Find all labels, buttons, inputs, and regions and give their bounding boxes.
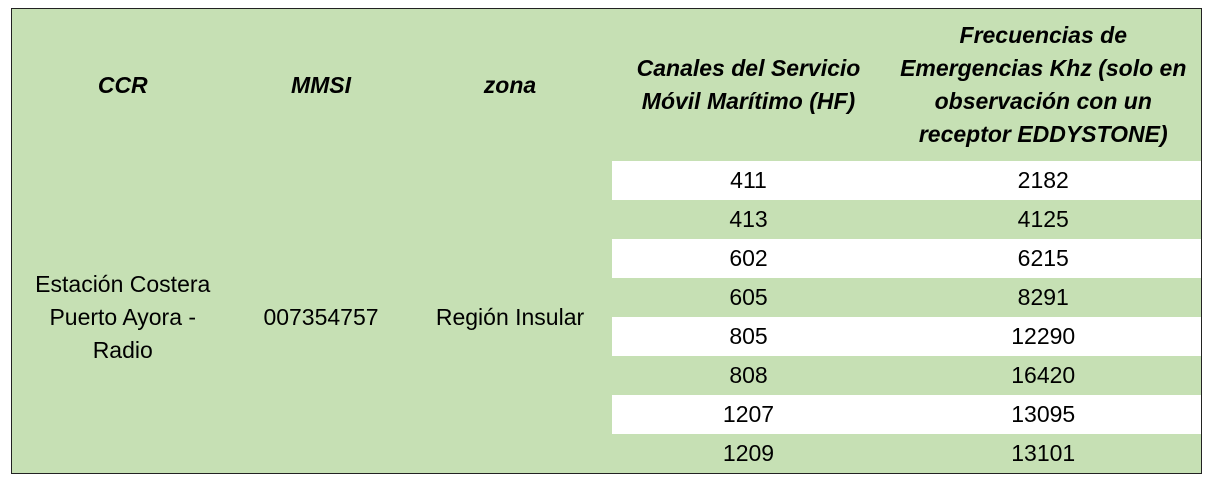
table-row: 1209 13101 <box>12 434 1202 474</box>
data-cell: 413 <box>611 200 886 239</box>
data-cell: 4125 <box>885 200 1202 239</box>
station-cell: Región Insular <box>408 161 612 474</box>
data-cell: 2182 <box>885 161 1202 200</box>
header-cell: MMSI <box>233 8 409 161</box>
table-row: CCR MMSI zona Canales del Servicio Móvil Ma… <box>11 8 1202 161</box>
header-cell: CCR <box>11 8 234 161</box>
data-cell: 8291 <box>885 278 1202 317</box>
data-cell: 605 <box>611 278 886 317</box>
table: CCR MMSI zona Canales del Servicio Móvil Ma… <box>11 8 1202 474</box>
data-cell: 808 <box>611 356 886 395</box>
table-body: CCR MMSI zona Canales del Servicio Móvil Ma… <box>11 8 1202 474</box>
station-cell: Estación Costera Puerto Ayora - Radio <box>11 161 234 474</box>
data-cell: 1209 <box>611 434 886 474</box>
table-row: 413 4125 <box>12 200 1202 239</box>
table-row: Estación Costera Puerto Ayora - Radio 007… <box>11 161 1202 474</box>
data-cell: 6215 <box>885 239 1202 278</box>
station-cell: 007354757 <box>233 161 409 474</box>
data-cell: 13101 <box>885 434 1202 474</box>
data-cell: 12290 <box>885 317 1202 356</box>
data-cell: 13095 <box>885 395 1202 434</box>
table-row: 602 6215 <box>12 239 1202 278</box>
table-row: 1207 13095 <box>12 395 1202 434</box>
table-row: 808 16420 <box>12 356 1202 395</box>
data-cell: 805 <box>611 317 886 356</box>
table-row: 805 12290 <box>12 317 1202 356</box>
data-cell: 16420 <box>885 356 1202 395</box>
header-cell: zona <box>408 8 612 161</box>
table-row: 605 8291 <box>12 278 1202 317</box>
header-cell: Canales del Servicio Móvil Marítimo (HF) <box>611 8 886 161</box>
data-cell: 602 <box>611 239 886 278</box>
data-cell: 411 <box>611 161 886 200</box>
header-cell: Frecuencias de Emergencias Khz (solo en … <box>885 8 1202 161</box>
data-cell: 1207 <box>611 395 886 434</box>
